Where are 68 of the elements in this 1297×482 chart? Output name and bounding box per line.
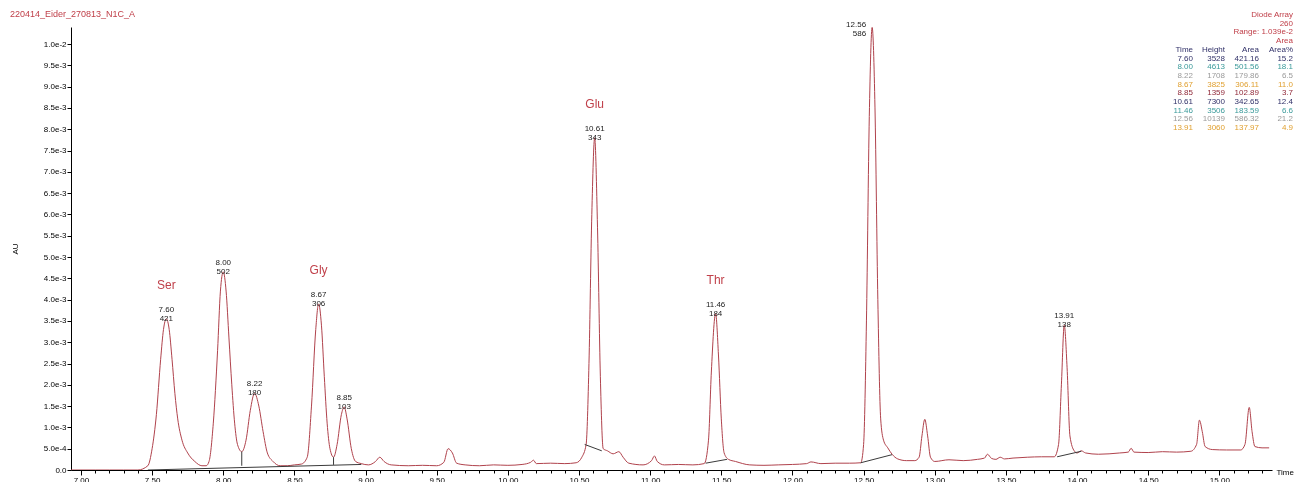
y-tick-label: 1.0e-2	[43, 39, 68, 49]
text: Area	[1276, 36, 1294, 46]
x-tick-label: 9.00	[358, 475, 375, 482]
annotation: 8.00 502	[215, 257, 232, 276]
y-tick-label: 5.5e-3	[43, 231, 68, 241]
y-tick-label: 6.0e-3	[43, 209, 68, 219]
annotation: 10.61 343	[584, 123, 606, 142]
x-tick-label: 11.00	[640, 475, 661, 482]
annotation: 8.22 180	[246, 379, 263, 398]
x-tick-label: 15.00	[1209, 475, 1231, 482]
x-tick-label: 13.00	[925, 475, 946, 482]
y-tick-label: 0.0	[55, 465, 68, 475]
y-tick-label: 1.0e-3	[43, 422, 68, 432]
y-tick-label: 8.0e-3	[43, 124, 68, 134]
x-tick-label: 10.50	[569, 475, 591, 482]
text: 8.22 1708 179.86 6.5	[1177, 70, 1293, 80]
x-tick-label: 11.50	[712, 475, 733, 482]
y-axis-title: AU	[10, 243, 20, 255]
x-tick-label: 8.00	[215, 475, 233, 482]
text: 13.91 3060 137.97 4.9	[1172, 123, 1293, 133]
chart-title: 220414_Eider_270813_N1C_A	[10, 9, 136, 19]
x-tick-label: 13.50	[996, 475, 1017, 482]
x-tick-label: 7.50	[144, 475, 161, 482]
y-tick-label: 4.5e-3	[43, 273, 68, 283]
x-tick-label: 9.50	[429, 475, 446, 482]
x-tick-label: 14.50	[1138, 475, 1160, 482]
y-tick-label: 8.5e-3	[43, 103, 68, 113]
annotation: 8.67 306	[310, 289, 327, 308]
y-tick-label: 9.5e-3	[43, 60, 68, 70]
y-tick-label: 5.0e-4	[43, 444, 68, 454]
x-tick-label: 7.00	[73, 475, 90, 482]
y-tick-label: 5.0e-3	[43, 252, 68, 262]
x-tick-label: 12.50	[854, 475, 875, 482]
x-tick-label: 10.00	[498, 475, 519, 482]
y-tick-label: 2.0e-3	[43, 380, 68, 390]
y-tick-label: 9.0e-3	[43, 82, 68, 92]
text: Time Height Area Area%	[1175, 44, 1293, 54]
annotation: Glu	[585, 96, 604, 111]
text: 260	[1279, 18, 1294, 28]
y-tick-label: 2.5e-3	[43, 359, 68, 369]
annotation: Range: 1.039e-2	[1233, 27, 1294, 37]
x-tick-label: 12.00	[782, 475, 804, 482]
text: 8.67 3825 306.11 11.0	[1177, 79, 1293, 89]
text: 7.60 3528 421.16 15.2	[1177, 53, 1293, 63]
y-tick-label: 1.5e-3	[43, 401, 68, 411]
annotation: 7.60 421	[158, 304, 175, 323]
annotation: 8.85 103	[336, 392, 353, 411]
x-tick-label: 14.00	[1067, 475, 1089, 482]
y-tick-label: 7.0e-3	[43, 167, 68, 177]
annotation: 12.56 586	[846, 20, 867, 39]
annotation: 13.91 138	[1054, 311, 1075, 330]
annotation: 11.46 184	[705, 299, 726, 318]
y-tick-label: 6.5e-3	[43, 188, 68, 198]
y-tick-label: 4.0e-3	[43, 295, 68, 305]
text: 10.61 7300 342.65 12.4	[1172, 97, 1293, 106]
text: 12.56 10139 586.32 21.2	[1172, 114, 1293, 124]
y-tick-label: 7.5e-3	[43, 146, 68, 156]
text: 11.46 3506 183.59 6.6	[1173, 105, 1293, 115]
text: 8.85 1359 102.89 3.7	[1177, 88, 1293, 98]
annotation: Thr	[706, 272, 725, 287]
annotation: Gly	[309, 262, 328, 277]
y-tick-label: 3.5e-3	[43, 316, 68, 326]
text: 8.00 4613 501.56 18.1	[1177, 62, 1293, 72]
text: Diode Array	[1251, 10, 1293, 19]
y-tick-label: 3.0e-3	[43, 337, 68, 347]
annotation: Ser	[157, 277, 176, 292]
x-tick-label: 8.50	[287, 475, 304, 482]
x-axis-title: Time	[1276, 467, 1295, 477]
